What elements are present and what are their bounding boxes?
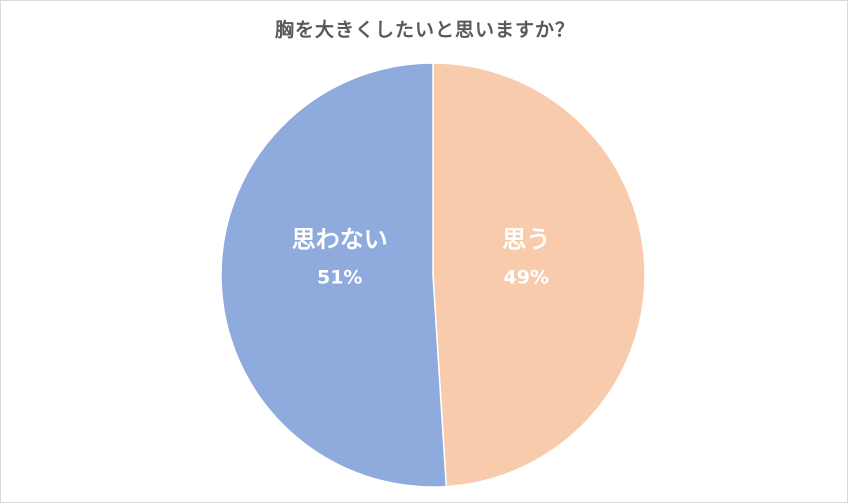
- slice-value-label-1: 51%: [317, 266, 362, 288]
- pie-slice-0: [432, 62, 646, 488]
- pie-slice-1: [220, 62, 448, 488]
- slice-category-label-0: 思う: [502, 225, 550, 253]
- slice-category-label-1: 思わない: [292, 225, 388, 253]
- slice-value-label-0: 49%: [504, 266, 549, 288]
- chart-title: 胸を大きくしたいと思いますか？: [274, 19, 575, 41]
